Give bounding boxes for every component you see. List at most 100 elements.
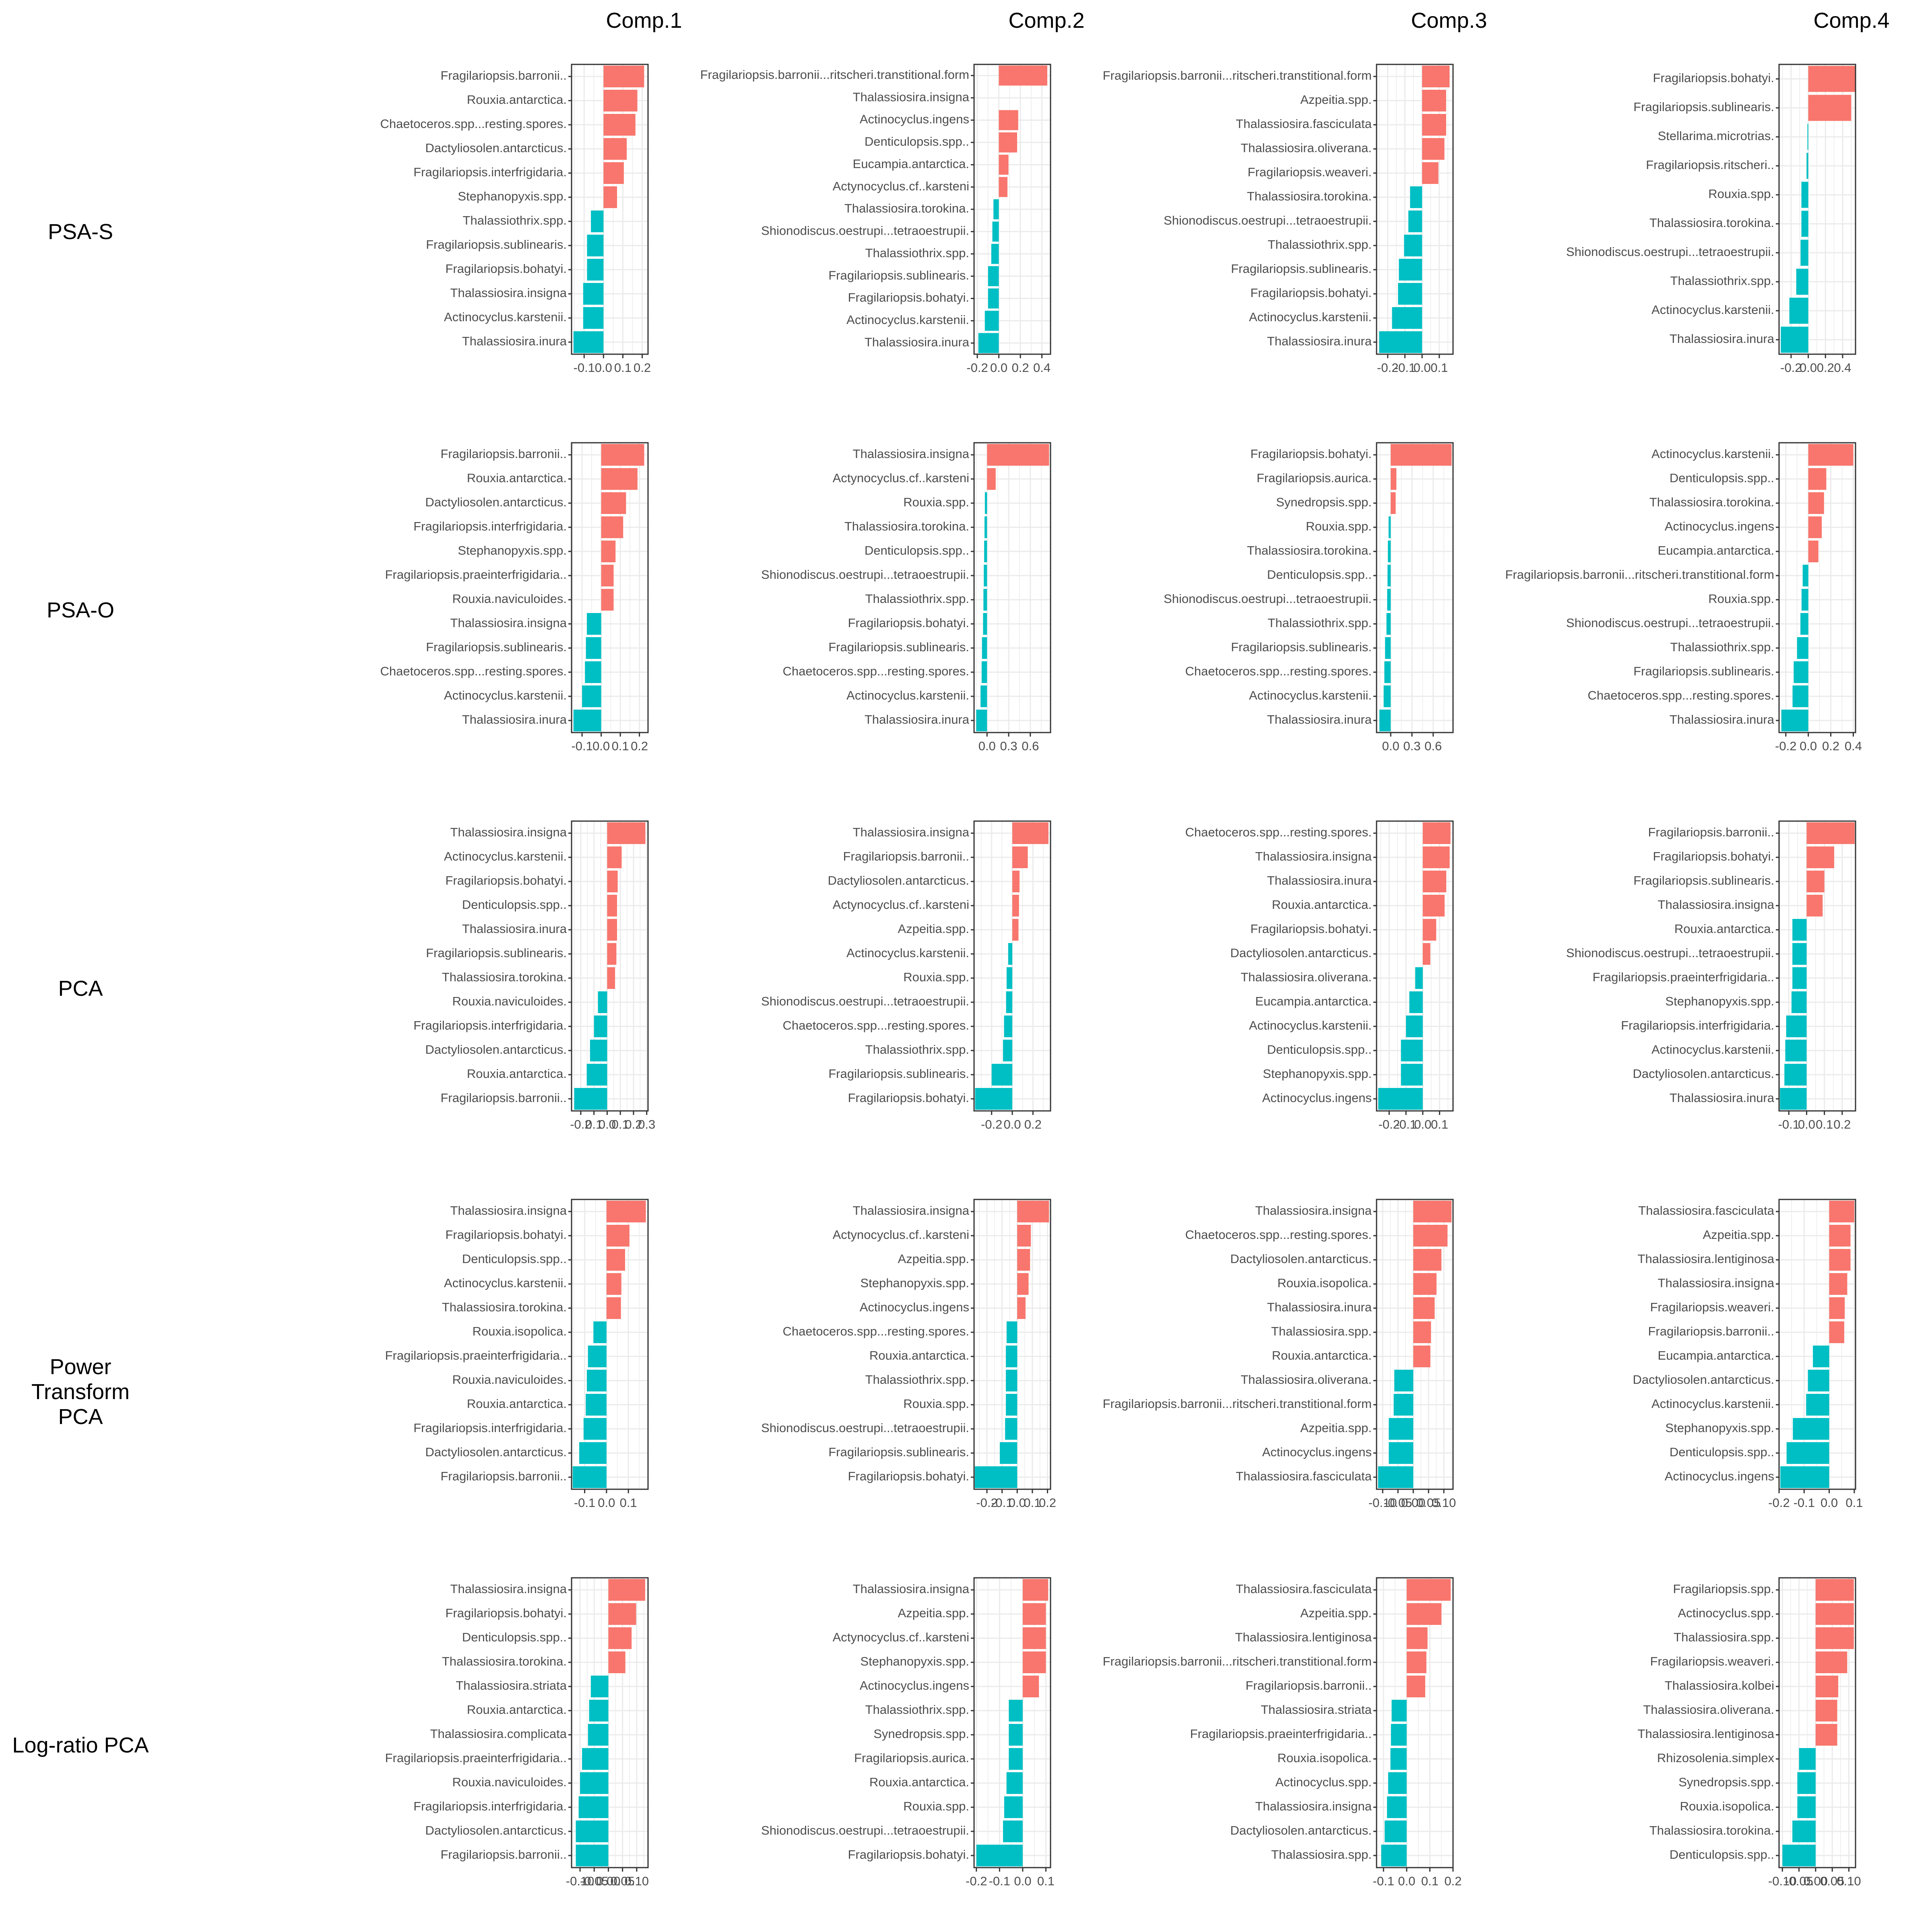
category-label: Eucampia.antarctica. <box>1658 543 1774 557</box>
x-tick-label: 0.6 <box>1022 739 1039 753</box>
category-label: Denticulopsis.spp.. <box>865 543 969 557</box>
bar <box>1388 541 1391 562</box>
category-label: Chaetoceros.spp...resting.spores. <box>1185 825 1372 839</box>
category-label: Eucampia.antarctica. <box>1255 994 1372 1008</box>
category-label: Synedropsis.spp. <box>1678 1775 1774 1789</box>
category-label: Stephanopyxis.spp. <box>1665 1421 1774 1435</box>
bar <box>1806 846 1834 868</box>
bar <box>1808 95 1852 121</box>
x-tick-label: -0.1 <box>571 739 592 753</box>
bar <box>1413 1297 1435 1319</box>
bar <box>601 589 614 611</box>
bar <box>1806 871 1825 892</box>
bar <box>1006 1321 1018 1343</box>
bar <box>1399 259 1422 281</box>
category-label: Denticulopsis.spp.. <box>462 1630 567 1644</box>
category-label: Actinocyclus.spp. <box>1276 1775 1372 1789</box>
category-label: Fragilariopsis.aurica. <box>854 1751 969 1765</box>
plot-background <box>1779 443 1856 733</box>
category-label: Thalassiothrix.spp. <box>865 1373 969 1387</box>
panel-border <box>571 64 649 355</box>
column-title-comp1: Comp.1 <box>606 8 682 33</box>
category-label: Thalassiosira.striata <box>1261 1703 1372 1717</box>
bar <box>587 613 601 635</box>
category-label: Thalassiothrix.spp. <box>865 592 969 606</box>
bar <box>594 1016 607 1037</box>
category-label: Denticulopsis.spp.. <box>1267 568 1372 582</box>
x-tick-label: 0.0 <box>1398 1874 1415 1888</box>
category-label: Actinocyclus.karstenii. <box>444 849 567 863</box>
category-label: Dactyliosolen.antarcticus. <box>425 1445 567 1459</box>
category-label: Fragilariopsis.barronii.. <box>440 68 567 83</box>
panel-border <box>1376 442 1454 733</box>
category-label: Thalassiosira.insigna <box>853 825 970 839</box>
bar <box>1385 637 1391 659</box>
x-tick-label: 0.2 <box>625 1117 642 1131</box>
category-label: Actinocyclus.karstenii. <box>846 688 969 702</box>
x-tick-label: 0.2 <box>1833 1117 1851 1131</box>
row-title-log-ratio-pca: Log-ratio PCA <box>12 1733 149 1757</box>
column-title-comp2: Comp.2 <box>1008 8 1085 33</box>
category-label: Azpeitia.spp. <box>1300 93 1372 107</box>
panel-border <box>1778 442 1856 733</box>
x-tick-label: 0.1 <box>1037 1874 1055 1888</box>
bar <box>587 235 604 256</box>
bar <box>1012 871 1020 892</box>
bar <box>1413 1225 1448 1247</box>
x-tick-label: -0.05 <box>580 1874 609 1888</box>
x-tick-label: 0.10 <box>1432 1496 1456 1510</box>
bar <box>590 1040 607 1061</box>
category-label: Thalassiosira.insigna <box>450 825 567 839</box>
category-label: Thalassiosira.spp. <box>1674 1630 1774 1644</box>
bar <box>1012 919 1019 941</box>
category-label: Actynocyclus.cf..karsteni <box>833 471 969 485</box>
category-label: Actinocyclus.karstenii. <box>1249 310 1372 324</box>
category-label: Denticulopsis.spp.. <box>865 134 969 149</box>
category-label: Fragilariopsis.sublinearis. <box>426 640 567 654</box>
bar <box>1379 331 1422 353</box>
category-label: Fragilariopsis.barronii.. <box>440 447 567 461</box>
row-title-psa-o: PSA-O <box>46 598 115 622</box>
category-label: Fragilariopsis.praeinterfrigidaria.. <box>385 1751 567 1765</box>
bar <box>980 685 987 707</box>
bar <box>601 516 623 538</box>
category-label: Actinocyclus.ingens <box>860 1678 969 1693</box>
category-label: Dactyliosolen.antarcticus. <box>1230 1252 1372 1266</box>
bar <box>608 1579 645 1601</box>
plot-background <box>1377 443 1453 733</box>
category-label: Thalassiosira.lentiginosa <box>1235 1630 1372 1644</box>
category-label: Dactyliosolen.antarcticus. <box>1633 1373 1775 1387</box>
bar <box>603 186 617 208</box>
category-label: Rouxia.antarctica. <box>467 1703 567 1717</box>
chart-panel: Fragilariopsis.barronii...ritscheri.tran… <box>1103 64 1454 375</box>
panel-border <box>571 820 649 1112</box>
bar <box>1388 516 1391 538</box>
panel-border <box>1778 820 1856 1112</box>
x-tick-label: 0.0 <box>1382 739 1399 753</box>
bar <box>1806 153 1808 179</box>
bar <box>1391 444 1452 466</box>
bar <box>1422 943 1430 965</box>
chart-panel: Thalassiosira.insigna Azpeitia.spp. Actyno… <box>761 1577 1055 1888</box>
plot-background <box>572 1578 648 1868</box>
plot-background <box>572 821 648 1111</box>
bar <box>982 637 987 659</box>
bar <box>1829 1201 1854 1222</box>
bar <box>988 288 999 309</box>
bar <box>1815 1579 1854 1601</box>
bar <box>1389 1442 1414 1464</box>
category-label: Thalassiosira.insigna <box>1255 1203 1372 1218</box>
bar <box>1781 326 1808 353</box>
category-label: Fragilariopsis.sublinearis. <box>828 1445 969 1459</box>
bar <box>1391 492 1396 514</box>
bar <box>1006 1394 1018 1416</box>
x-tick-label: 0.0 <box>1009 1496 1026 1510</box>
category-label: Actinocyclus.ingens <box>860 1300 969 1314</box>
x-tick-label: 0.1 <box>1816 1117 1833 1131</box>
x-tick-label: 0.4 <box>1834 361 1851 375</box>
category-label: Thalassiosira.insigna <box>853 90 970 104</box>
bar <box>1806 822 1855 844</box>
bar <box>1387 1796 1407 1818</box>
bar <box>1379 710 1391 731</box>
chart-panel: Thalassiosira.fasciculata Azpeitia.spp. Th… <box>1633 1199 1863 1510</box>
